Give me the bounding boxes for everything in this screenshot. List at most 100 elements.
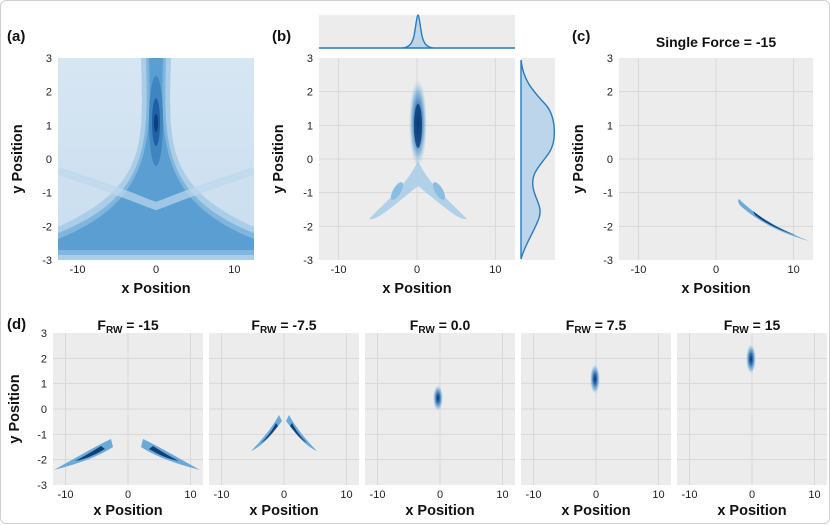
panel-d-row: FRW = -15 FRW = -7.5 FRW = 0.0 [7, 317, 827, 519]
x-tick-label: 10 [787, 264, 799, 276]
density-peak [746, 344, 756, 374]
x-tick-label: 10 [808, 489, 820, 501]
x-axis-label: x Position [382, 281, 451, 297]
x-axis-label: x Position [717, 503, 786, 519]
x-tick-label: 10 [489, 264, 501, 276]
y-tick-label: 1 [46, 120, 52, 132]
y-tick-label: -1 [42, 188, 52, 200]
x-tick-label: -10 [214, 489, 230, 501]
density-left-core [75, 446, 105, 461]
contour-arc [58, 167, 254, 211]
y-tick-label: -3 [303, 255, 313, 267]
x-tick-label: 0 [153, 264, 159, 276]
y-tick-label: 2 [46, 87, 52, 99]
y-axis-label: y Position [10, 124, 26, 193]
y-axis-label: y Position [271, 124, 287, 193]
x-tick-label: 10 [340, 489, 352, 501]
y-axis-label: y Position [7, 374, 23, 443]
y-tick-label: -1 [37, 429, 47, 441]
y-tick-label: 0 [307, 154, 313, 166]
x-axis-label: x Position [93, 503, 162, 519]
panel-label-b: (b) [272, 28, 291, 45]
x-tick-label: 0 [749, 489, 755, 501]
panel-c-title: Single Force = -15 [656, 34, 776, 50]
y-tick-label: -1 [303, 188, 313, 200]
x-tick-label: -10 [331, 264, 347, 276]
density-left-ridge [54, 439, 113, 470]
y-tick-label: 3 [41, 328, 47, 340]
x-tick-label: -10 [370, 489, 386, 501]
x-tick-label: -10 [682, 489, 698, 501]
y-tick-label: 2 [607, 87, 613, 99]
x-tick-label: -10 [70, 264, 86, 276]
panel-d2-title: FRW = -7.5 [251, 317, 316, 336]
x-tick-label: 0 [125, 489, 131, 501]
density-peak [590, 364, 600, 394]
panel-d5: FRW = 15 [677, 317, 827, 485]
x-tick-label: -10 [58, 489, 74, 501]
x-tick-label: -10 [526, 489, 542, 501]
x-tick-label: 10 [652, 489, 664, 501]
density-right-core [290, 423, 307, 443]
x-tick-label: 0 [593, 489, 599, 501]
density-core [414, 104, 422, 148]
y-tick-label: 0 [607, 154, 613, 166]
x-tick-label: 0 [281, 489, 287, 501]
marginal-right-density [520, 59, 555, 260]
x-tick-label: 10 [496, 489, 508, 501]
panel-d3: FRW = 0.0 [365, 317, 515, 485]
x-tick-label: -10 [630, 264, 646, 276]
x-axis-label: x Position [681, 281, 750, 297]
x-axis-label: x Position [561, 503, 630, 519]
x-axis-label: x Position [405, 503, 474, 519]
density-peak [433, 385, 443, 411]
y-tick-label: 3 [307, 53, 313, 65]
y-axis-label: y Position [571, 124, 587, 193]
y-tick-label: -2 [303, 221, 313, 233]
panel-label-c: (c) [572, 28, 590, 45]
panel-d5-title: FRW = 15 [724, 317, 781, 336]
y-tick-label: -3 [37, 480, 47, 492]
density-right-lobe [286, 415, 317, 451]
panel-d1: FRW = -15 [53, 317, 203, 485]
panel-a-contours [58, 58, 254, 260]
panel-b-density [369, 79, 467, 220]
panel-c-grid [619, 58, 813, 260]
density-left-lobe [390, 182, 404, 200]
marginal-top-density [319, 14, 515, 49]
x-tick-label: 10 [228, 264, 240, 276]
density-branches [369, 161, 467, 220]
panel-d4: FRW = 7.5 [521, 317, 671, 485]
y-tick-label: 1 [41, 379, 47, 391]
panel-label-a: (a) [7, 28, 25, 45]
density-left-core [261, 423, 278, 443]
y-tick-label: -3 [42, 255, 52, 267]
y-tick-label: 0 [46, 154, 52, 166]
y-tick-label: 3 [46, 53, 52, 65]
y-tick-label: 2 [307, 87, 313, 99]
x-axis-label: x Position [121, 281, 190, 297]
y-tick-label: -2 [37, 455, 47, 467]
density-right-ridge [141, 439, 200, 470]
density-left-lobe [251, 415, 282, 451]
density-right-core [149, 446, 179, 461]
y-tick-label: 2 [41, 353, 47, 365]
y-tick-label: -2 [42, 221, 52, 233]
y-tick-label: 0 [41, 404, 47, 416]
x-tick-label: 0 [437, 489, 443, 501]
panel-d2-grid [209, 333, 359, 485]
x-tick-label: 0 [414, 264, 420, 276]
density-right-lobe [432, 182, 446, 200]
panel-label-d: (d) [7, 316, 26, 333]
panel-d3-title: FRW = 0.0 [410, 317, 471, 336]
y-tick-label: -3 [603, 255, 613, 267]
x-tick-label: 10 [184, 489, 196, 501]
